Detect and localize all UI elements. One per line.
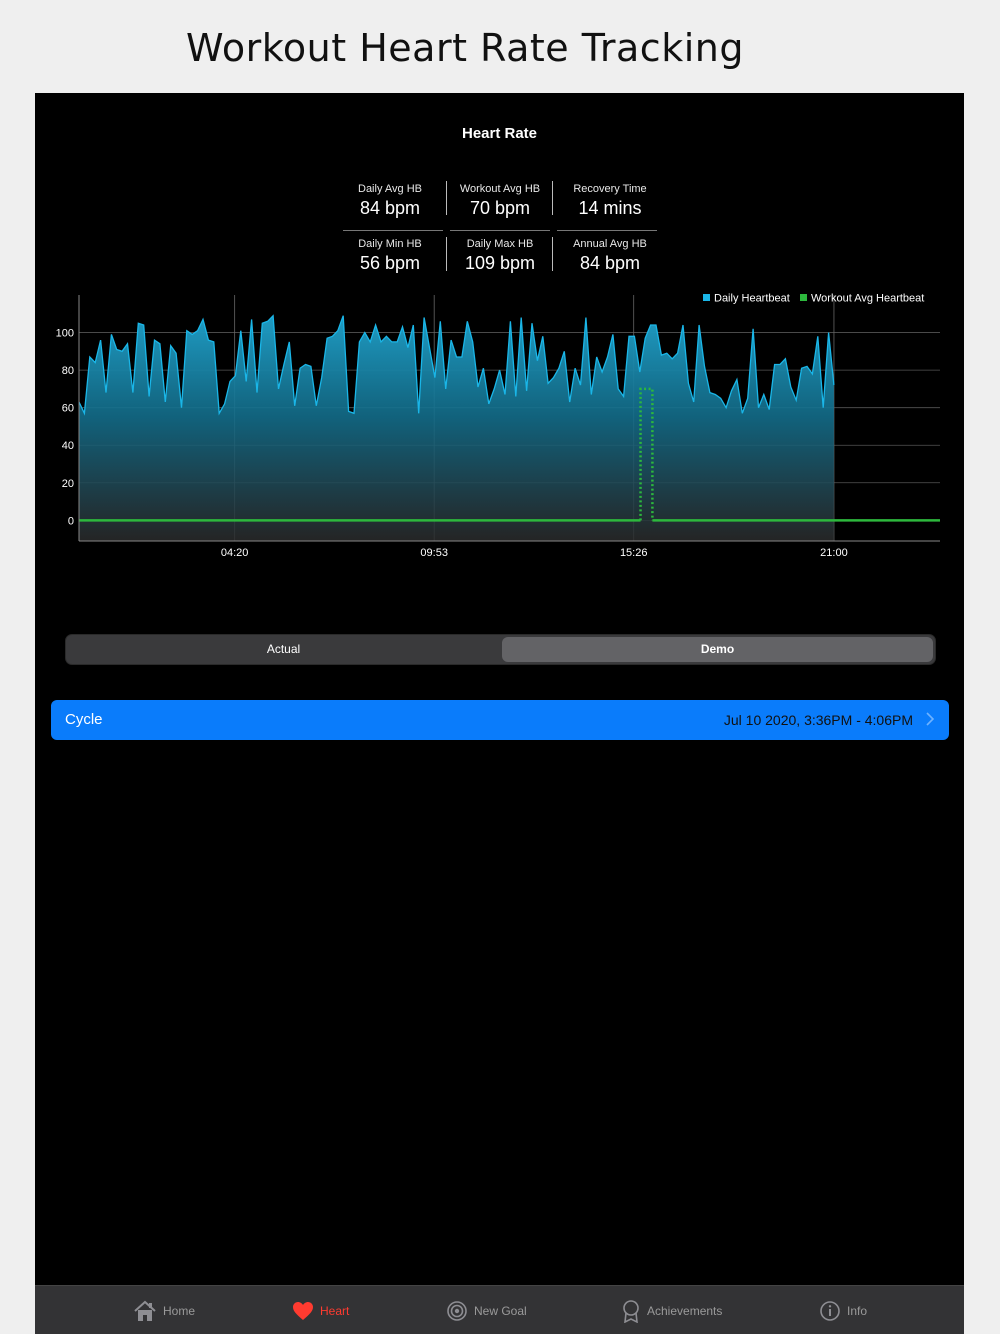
y-tick-label: 60 — [62, 403, 74, 415]
stat-workout-avg: Workout Avg HB 70 bpm — [450, 183, 550, 219]
stat-annual-avg: Annual Avg HB 84 bpm — [560, 238, 660, 274]
stat-divider — [450, 230, 550, 231]
tab-label: Home — [163, 1303, 196, 1318]
tab-label: Achievements — [647, 1303, 723, 1318]
workout-name: Cycle — [65, 711, 103, 728]
chevron-right-icon — [926, 712, 935, 726]
tab-home[interactable]: Home — [133, 1286, 195, 1334]
segment-actual[interactable]: Actual — [266, 642, 301, 656]
target-icon — [447, 1300, 467, 1321]
y-tick-label: 0 — [68, 515, 74, 527]
tab-bar: Home Heart New Goal Achievements — [35, 1285, 964, 1334]
info-icon — [820, 1300, 840, 1321]
stat-label: Workout Avg HB — [459, 183, 541, 195]
x-tick-label: 15:26 — [620, 547, 648, 559]
page-caption: Workout Heart Rate Tracking — [186, 26, 744, 70]
stat-daily-avg: Daily Avg HB 84 bpm — [340, 183, 440, 219]
daily-heartbeat-line — [78, 314, 835, 416]
stat-recovery-time: Recovery Time 14 mins — [560, 183, 660, 219]
stat-value: 84 bpm — [579, 253, 641, 273]
stat-divider — [557, 230, 657, 231]
heart-rate-chart: 0 20 40 60 80 100 04:20 09:53 15:26 21:00 Daily H… — [56, 293, 940, 559]
stat-value: 70 bpm — [469, 198, 531, 218]
tab-label: Heart — [320, 1303, 350, 1318]
tab-label: New Goal — [474, 1303, 527, 1318]
legend-label-daily: Daily Heartbeat — [714, 293, 790, 305]
y-tick-label: 40 — [62, 440, 74, 452]
tab-new-goal[interactable]: New Goal — [446, 1286, 527, 1334]
award-icon — [623, 1299, 639, 1323]
segment-demo[interactable]: Demo — [502, 637, 933, 662]
tab-heart[interactable]: Heart — [292, 1286, 349, 1334]
tab-info[interactable]: Info — [819, 1286, 867, 1334]
stat-divider — [446, 237, 447, 271]
screen-title: Heart Rate — [461, 125, 538, 142]
stat-daily-max: Daily Max HB 109 bpm — [450, 238, 550, 274]
house-icon — [134, 1300, 156, 1321]
heart-icon — [293, 1301, 313, 1320]
y-tick-label: 20 — [62, 478, 74, 490]
stat-label: Daily Max HB — [466, 238, 534, 250]
stat-value: 14 mins — [578, 198, 642, 218]
stats-grid: Daily Avg HB 84 bpm Workout Avg HB 70 bp… — [35, 175, 964, 275]
y-tick-label: 100 — [56, 328, 74, 340]
device-screen: Heart Rate Daily Avg HB 84 bpm Workout A… — [35, 93, 964, 1334]
stat-label: Recovery Time — [573, 183, 647, 195]
stat-daily-min: Daily Min HB 56 bpm — [340, 238, 440, 274]
workout-time-range: Jul 10 2020, 3:36PM - 4:06PM — [723, 712, 913, 728]
stat-value: 109 bpm — [464, 253, 536, 273]
y-tick-label: 80 — [62, 365, 74, 377]
stat-divider — [446, 181, 447, 215]
legend-swatch-workout — [800, 294, 807, 301]
x-tick-label: 04:20 — [221, 547, 249, 559]
legend-swatch-daily — [703, 294, 710, 301]
x-tick-label: 09:53 — [420, 547, 448, 559]
legend-label-workout: Workout Avg Heartbeat — [811, 293, 924, 305]
stat-label: Daily Min HB — [358, 238, 422, 250]
stat-value: 84 bpm — [359, 198, 421, 218]
stat-divider — [343, 230, 443, 231]
stat-value: 56 bpm — [359, 253, 421, 273]
stat-label: Daily Avg HB — [358, 183, 422, 195]
tab-achievements[interactable]: Achievements — [621, 1286, 722, 1334]
stat-label: Annual Avg HB — [573, 238, 647, 250]
data-source-segmented-control[interactable]: Actual Demo — [65, 634, 936, 665]
stat-divider — [552, 237, 553, 271]
tab-label: Info — [847, 1303, 868, 1318]
workout-list-item[interactable]: Cycle Jul 10 2020, 3:36PM - 4:06PM — [51, 700, 949, 740]
x-tick-label: 21:00 — [820, 547, 848, 559]
daily-heartbeat-area — [79, 315, 834, 541]
stat-divider — [552, 181, 553, 215]
